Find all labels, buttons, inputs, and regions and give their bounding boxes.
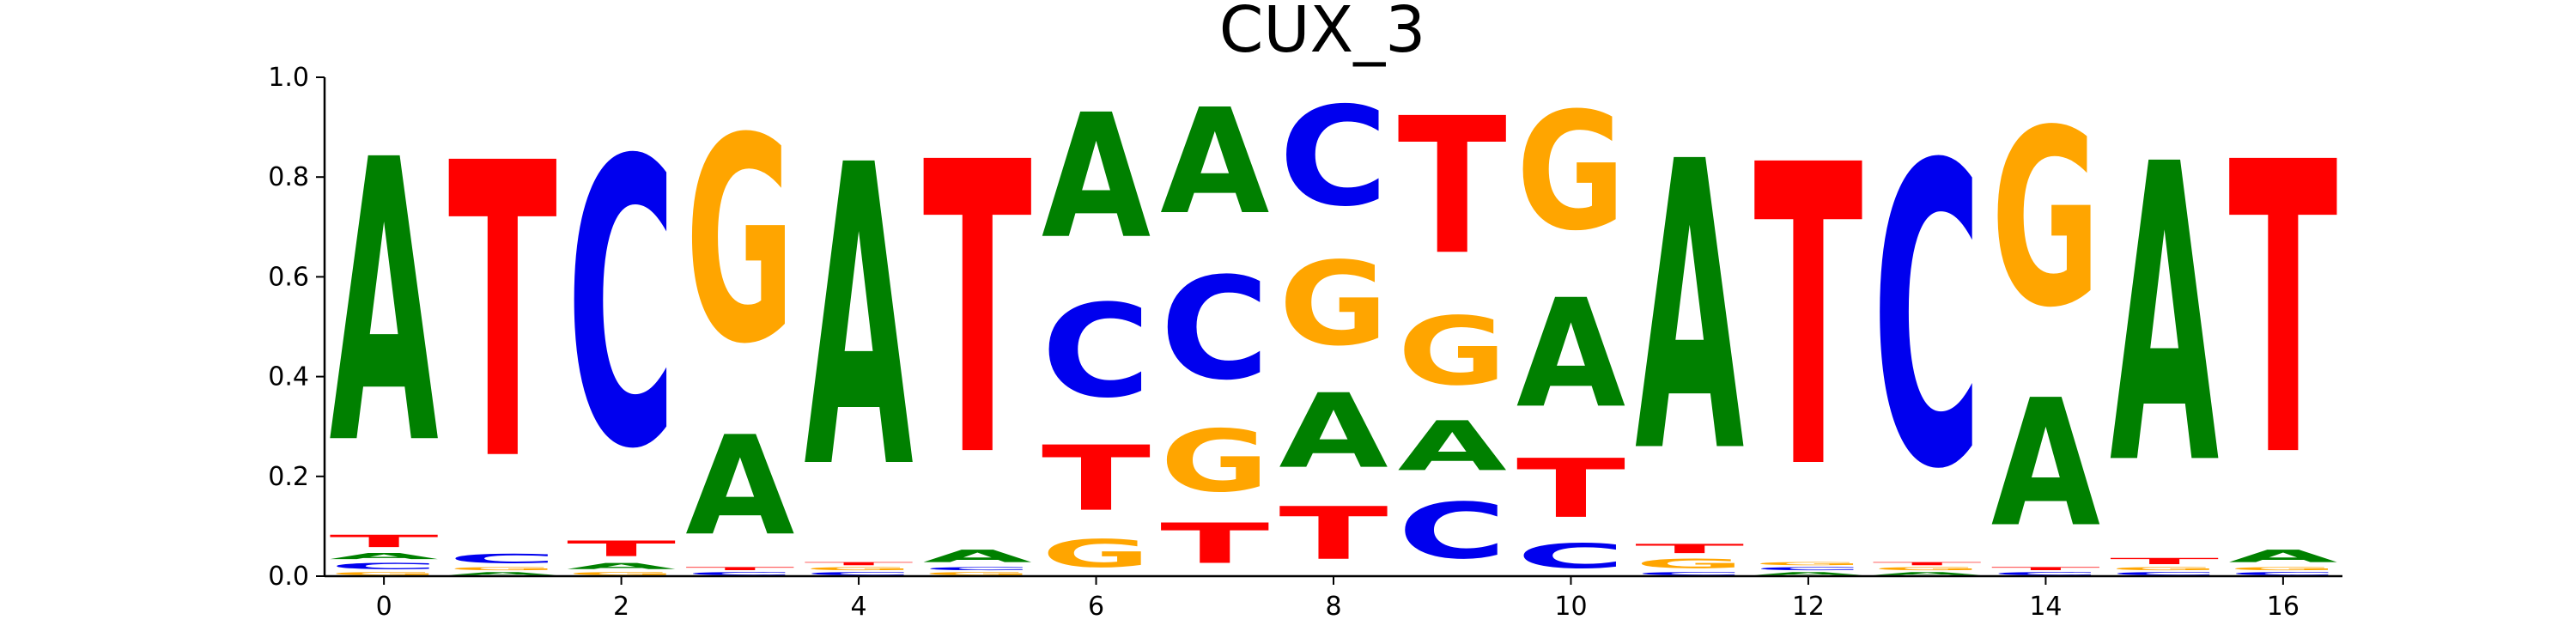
- logo-letter-A-pos-13: A: [1873, 571, 1982, 576]
- logo-letter-G-pos-8: G: [1279, 239, 1388, 372]
- logo-letter-G-pos-13: G: [1873, 566, 1982, 571]
- chart-title: CUX_3: [1219, 0, 1426, 67]
- logo-letter-T-pos-16: T: [2228, 78, 2338, 545]
- logo-letter-C-pos-0: C: [330, 562, 439, 572]
- logo-letter-G-pos-4: G: [804, 566, 913, 571]
- logo-letter-A-pos-0: A: [330, 551, 439, 562]
- logo-letter-G-pos-10: G: [1516, 78, 1625, 267]
- logo-letter-T-pos-5: T: [923, 78, 1033, 545]
- logo-letter-T-pos-14: T: [1991, 566, 2100, 571]
- logo-letter-G-pos-9: G: [1398, 297, 1507, 406]
- logo-letter-T-pos-11: T: [1635, 541, 1744, 556]
- logo-letter-C-pos-4: C: [804, 571, 913, 576]
- logo-letter-A-pos-11: A: [1635, 77, 1745, 539]
- logo-letter-A-pos-16: A: [2228, 546, 2337, 566]
- logo-letter-C-pos-14: C: [1991, 571, 2100, 576]
- logo-letter-A-pos-5: A: [923, 546, 1032, 566]
- logo-letter-C-pos-10: C: [1516, 536, 1625, 575]
- logo-letter-G-pos-7: G: [1160, 411, 1269, 511]
- x-tick-label: 10: [1554, 592, 1587, 622]
- logo-letter-T-pos-9: T: [1398, 77, 1507, 296]
- logo-letter-C-pos-13: C: [1873, 79, 1982, 560]
- logo-letter-A-pos-15: A: [2110, 79, 2220, 556]
- logo-letter-A-pos-0: A: [330, 79, 440, 531]
- logo-letter-C-pos-2: C: [567, 79, 676, 536]
- logo-letter-A-pos-12: A: [1753, 571, 1862, 576]
- logo-letter-C-pos-12: C: [1753, 566, 1862, 571]
- logo-letter-C-pos-3: C: [685, 571, 794, 576]
- x-tick-label: 4: [851, 592, 867, 622]
- logo-letter-C-pos-5: C: [923, 566, 1032, 571]
- logo-letter-T-pos-6: T: [1042, 427, 1151, 532]
- logo-letter-G-pos-16: G: [2228, 566, 2337, 571]
- logo-letter-A-pos-7: A: [1160, 78, 1269, 247]
- logo-letter-G-pos-11: G: [1635, 556, 1744, 571]
- y-tick-label: 0.8: [268, 162, 309, 192]
- logo-letters: GCATAAGCTGATCCTAGCGTAGCATGTCATGCATAGCCAG…: [330, 77, 2339, 576]
- logo-letter-G-pos-0: G: [330, 571, 439, 576]
- logo-letter-A-pos-3: A: [685, 408, 794, 567]
- logo-letter-T-pos-2: T: [567, 537, 676, 562]
- y-tick-label: 0.6: [268, 262, 309, 292]
- logo-letter-G-pos-6: G: [1042, 532, 1151, 576]
- logo-letter-T-pos-3: T: [685, 566, 794, 571]
- logo-letter-A-pos-2: A: [567, 562, 676, 572]
- logo-letter-A-pos-9: A: [1398, 407, 1507, 486]
- x-tick-label: 0: [376, 592, 392, 622]
- x-tick-label: 14: [2029, 592, 2062, 622]
- logo-letter-G-pos-15: G: [2110, 566, 2219, 571]
- logo-letter-C-pos-8: C: [1279, 79, 1388, 237]
- logo-letter-A-pos-10: A: [1516, 267, 1625, 440]
- x-tick-label: 2: [613, 592, 629, 622]
- logo-letter-T-pos-15: T: [2110, 556, 2219, 567]
- logo-letter-T-pos-4: T: [804, 562, 913, 567]
- logo-letter-T-pos-7: T: [1160, 512, 1269, 576]
- logo-letter-C-pos-15: C: [2110, 571, 2219, 576]
- logo-letter-T-pos-1: T: [448, 78, 558, 550]
- logo-letter-C-pos-9: C: [1398, 487, 1507, 576]
- logo-letter-T-pos-13: T: [1873, 562, 1982, 567]
- y-tick-label: 0.2: [268, 462, 309, 492]
- logo-letter-C-pos-1: C: [448, 551, 557, 566]
- x-tick-label: 6: [1088, 592, 1104, 622]
- x-tick-label: 8: [1325, 592, 1341, 622]
- logo-letter-T-pos-10: T: [1516, 441, 1625, 536]
- logo-letter-A-pos-8: A: [1279, 372, 1388, 491]
- x-tick-label: 16: [2267, 592, 2300, 622]
- logo-letter-C-pos-16: C: [2228, 571, 2337, 576]
- logo-letter-G-pos-14: G: [1991, 77, 2100, 361]
- logo-letter-G-pos-3: G: [685, 79, 794, 406]
- logo-letter-A-pos-1: A: [448, 571, 557, 576]
- logo-letter-A-pos-14: A: [1991, 361, 2100, 566]
- logo-letter-C-pos-6: C: [1042, 278, 1151, 427]
- logo-letter-C-pos-11: C: [1635, 571, 1744, 576]
- logo-letter-C-pos-7: C: [1160, 246, 1269, 410]
- logo-letter-T-pos-0: T: [330, 532, 439, 551]
- axes: 0.0 0.2 0.4 0.6 0.8 1.0 0 2 4 6 8 10 12 14 16: [268, 63, 2342, 622]
- logo-letter-G-pos-12: G: [1753, 562, 1862, 567]
- logo-letter-T-pos-8: T: [1279, 492, 1388, 576]
- logo-letter-G-pos-2: G: [567, 571, 676, 576]
- logo-letter-A-pos-4: A: [804, 78, 914, 560]
- logo-letter-A-pos-6: A: [1042, 78, 1151, 276]
- logo-letter-T-pos-12: T: [1753, 79, 1863, 561]
- x-tick-label: 12: [1792, 592, 1825, 622]
- y-tick-label: 0.0: [268, 562, 309, 592]
- logo-letter-G-pos-1: G: [448, 566, 557, 571]
- logo-letter-G-pos-5: G: [923, 571, 1032, 576]
- y-tick-label: 1.0: [268, 63, 309, 93]
- y-tick-label: 0.4: [268, 362, 309, 392]
